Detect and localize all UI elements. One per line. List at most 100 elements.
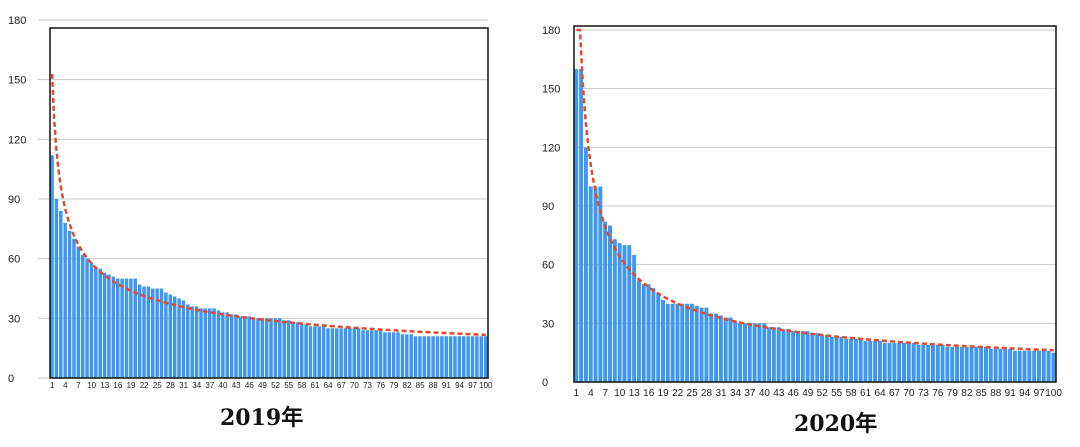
bar [422,336,427,378]
bar [374,330,378,378]
bar [805,331,810,382]
bar [579,69,584,382]
bar [964,346,969,382]
x-tick-label: 97 [468,381,477,390]
bar [1003,348,1008,382]
bar [656,294,661,382]
bar [409,334,413,378]
bar [278,318,282,378]
bar [945,346,950,382]
bar [426,336,431,378]
bar [632,254,637,382]
bar [85,258,89,378]
x-tick-label: 73 [363,381,372,390]
bar [771,327,776,382]
x-tick-label: 28 [701,388,713,399]
bar [470,336,475,378]
x-tick-label: 16 [113,381,122,390]
bar [186,304,190,378]
plot-frame [573,25,1057,383]
bar [269,318,273,378]
x-tick-label: 76 [376,381,385,390]
bar [694,305,699,382]
bar [1032,350,1037,382]
bar [356,328,361,378]
bar [295,322,300,378]
bar [405,334,409,378]
bar [343,328,348,378]
x-tick-label: 34 [192,381,201,390]
bar [418,336,422,378]
x-tick-label: 82 [403,381,412,390]
x-tick-label: 55 [284,381,293,390]
x-tick-label: 46 [245,381,254,390]
bar [212,308,216,378]
y-tick-label: 180 [542,25,560,37]
bar [466,336,470,378]
bar [902,342,906,382]
bar [757,323,762,382]
bar [291,322,295,378]
x-tick-label: 52 [817,388,829,399]
bar [680,303,685,382]
x-tick-label: 19 [127,381,136,390]
bar [617,243,622,382]
x-tick-label: 100 [479,381,493,390]
bar [107,274,111,378]
x-tick-label: 46 [788,388,800,399]
bar [413,336,418,378]
x-tick-label: 67 [889,388,901,399]
bar [146,286,151,378]
bar [326,328,330,378]
bar [457,336,462,378]
bar [897,342,902,382]
bar [728,317,733,382]
x-tick-label: 94 [1019,388,1031,399]
bar [979,346,984,382]
bar [234,314,238,378]
bar [689,303,694,382]
bar [776,327,781,382]
bar [858,338,863,382]
bar [849,338,853,382]
bar [67,230,72,378]
x-tick-label: 22 [672,388,684,399]
y-tick-label: 0 [542,377,548,389]
bar [670,303,675,382]
bar [102,272,107,378]
x-tick-label: 13 [100,381,109,390]
bar [1012,350,1017,382]
bar [151,288,155,378]
bar [704,307,709,382]
bar [352,328,356,378]
x-tick-label: 91 [1005,388,1017,399]
x-tick-label: 25 [687,388,699,399]
y-tick-label: 150 [8,75,26,87]
bar [738,323,743,382]
bar [251,318,256,378]
x-tick-label: 4 [63,381,68,390]
bar [89,262,94,378]
x-tick-label: 22 [140,381,149,390]
bar [935,344,940,382]
y-tick-label: 0 [8,373,14,385]
x-tick-label: 79 [947,388,959,399]
x-tick-label: 40 [219,381,228,390]
bar [387,332,392,378]
x-tick-label: 1 [574,388,580,399]
x-tick-label: 55 [831,388,843,399]
x-tick-label: 7 [76,381,81,390]
bar [256,318,260,378]
bar [299,324,304,378]
bar [221,312,225,378]
bar [627,245,632,382]
chart-2019-panel: 0 30 60 90 120 150 180 1 4 7 10 13 16 19 22 25 28 31 34 37 4… [0,0,520,447]
x-tick-label: 52 [271,381,280,390]
bar [1037,350,1041,382]
bar [431,336,435,378]
bar [685,303,690,382]
bar [1022,350,1027,382]
x-tick-label: 4 [588,388,594,399]
x-tick-label: 88 [990,388,1002,399]
y-tick-label: 30 [8,313,20,325]
